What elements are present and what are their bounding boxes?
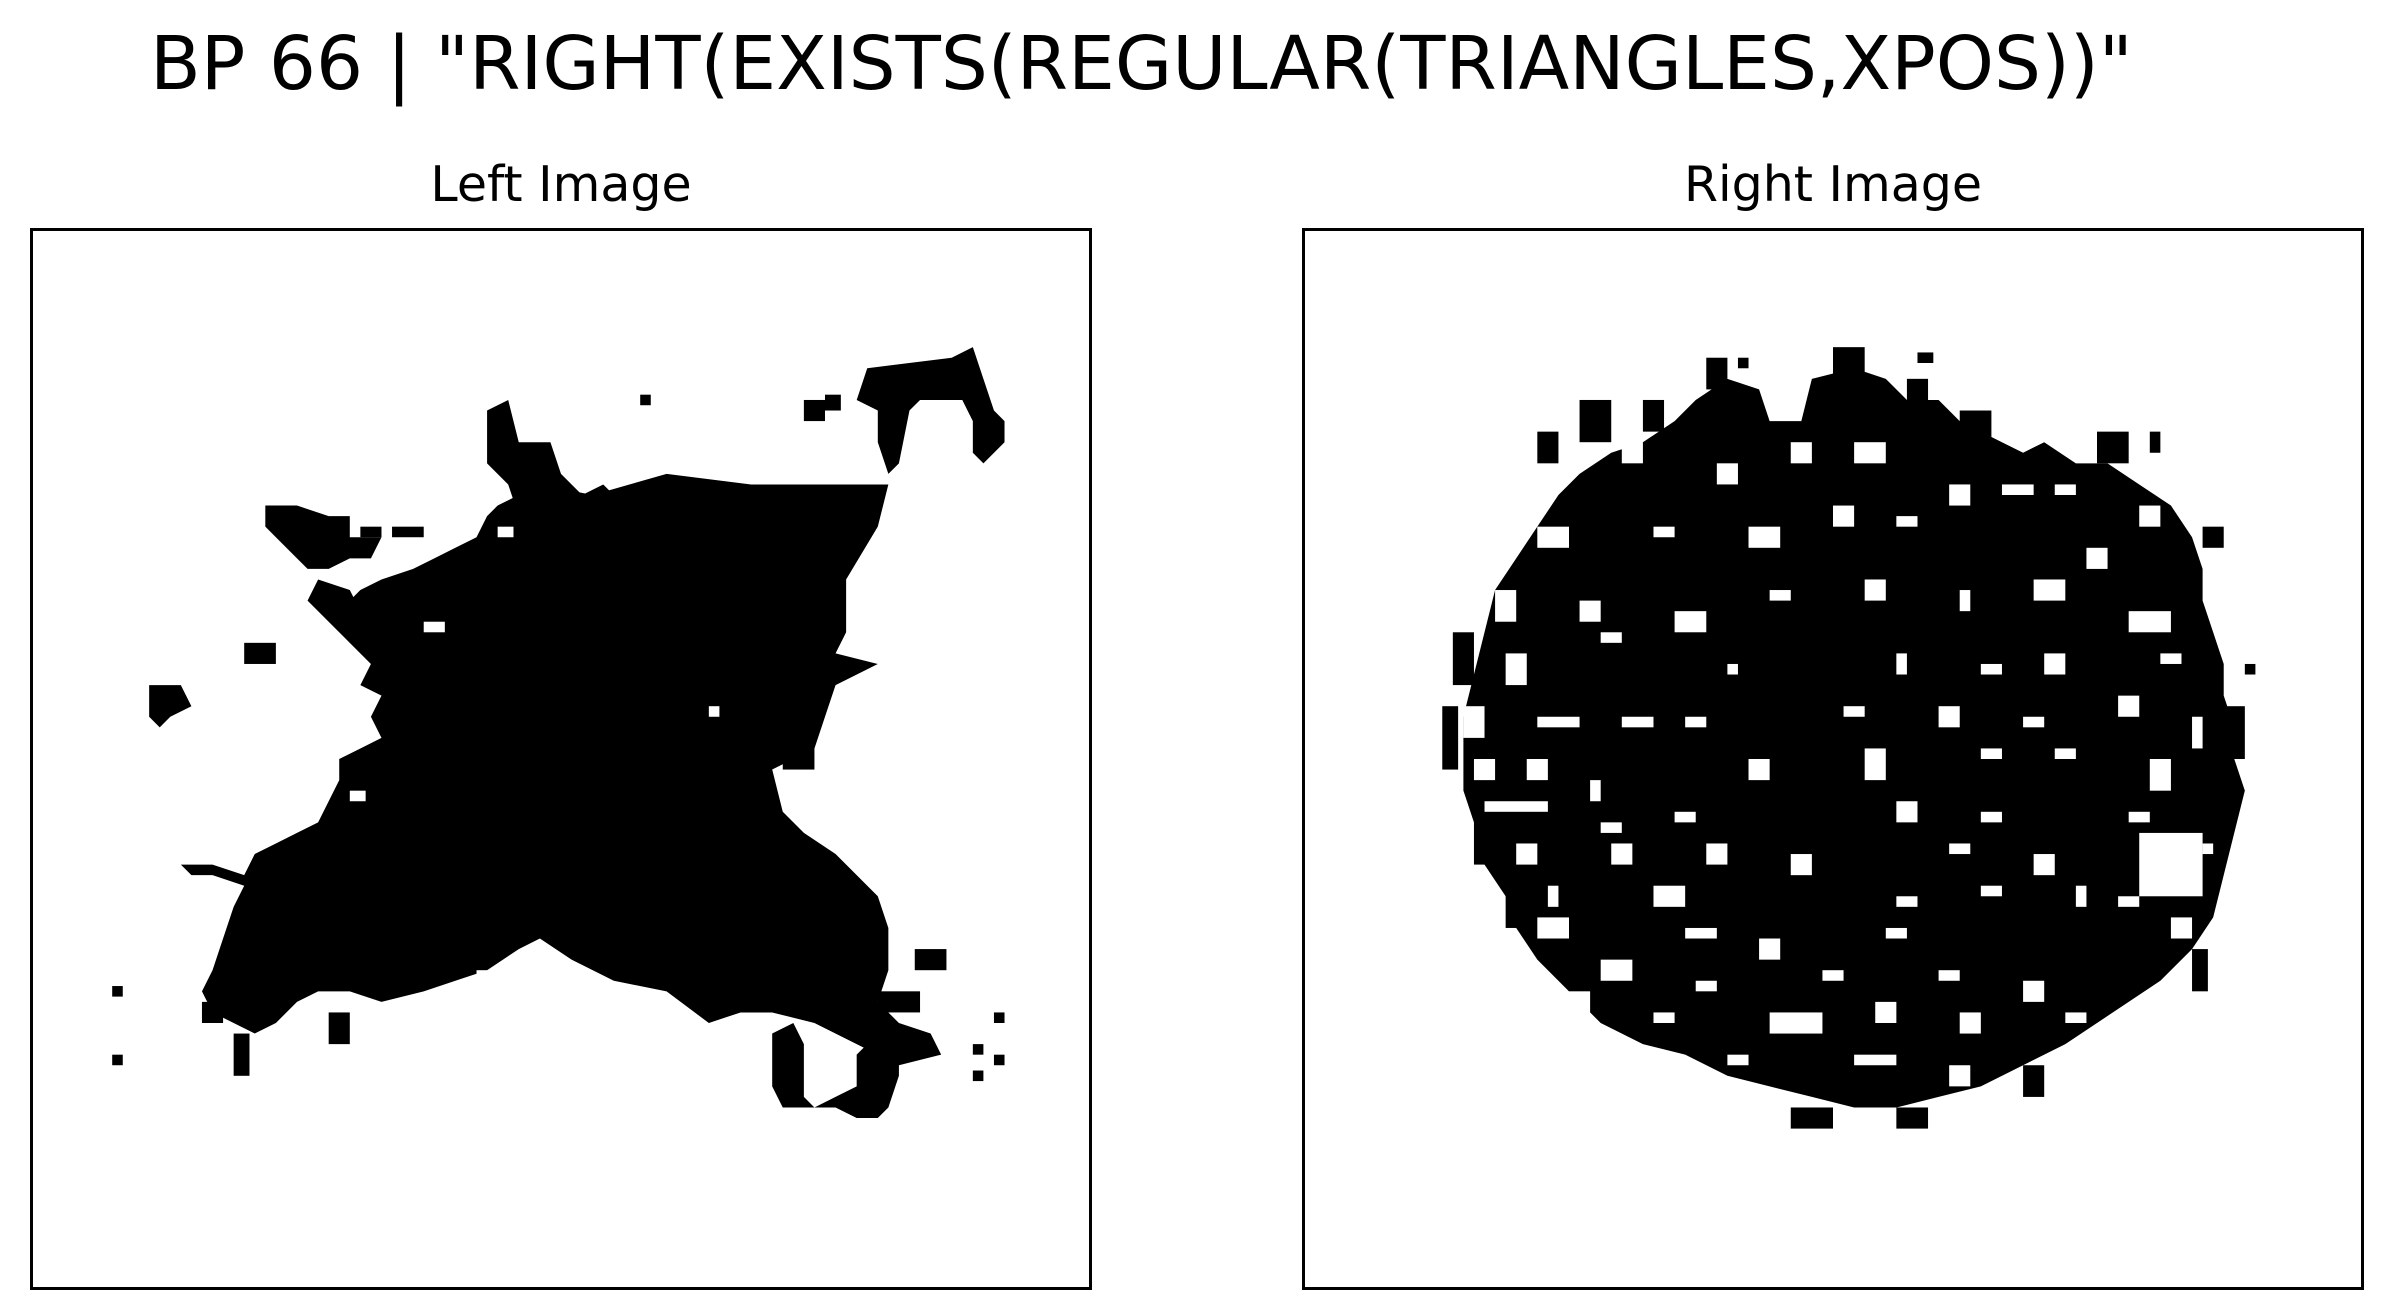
right-main-blob [1463,368,2245,1108]
figure-title: BP 66 | "RIGHT(EXISTS(REGULAR(TRIANGLES,… [150,21,2133,107]
left-panel-title: Left Image [430,156,692,213]
right-blob-image [1442,347,2256,1129]
left-main-blob [180,473,942,1066]
left-top-spike [487,399,625,517]
right-image-panel [1302,228,2364,1290]
left-image-panel [30,228,1092,1290]
left-blob-image [112,347,1005,1119]
left-wing-mid [307,579,393,654]
left-top-right-hook [856,347,1005,474]
left-wing-top [265,505,382,569]
left-wing-lower [149,685,192,728]
left-bottom-right-leg-1 [772,1023,899,1119]
right-panel-title: Right Image [1683,156,1983,213]
